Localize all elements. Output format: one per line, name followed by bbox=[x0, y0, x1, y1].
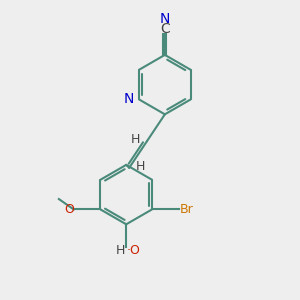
Text: N: N bbox=[123, 92, 134, 106]
Text: H: H bbox=[116, 244, 125, 257]
Text: C: C bbox=[160, 22, 170, 36]
Text: O: O bbox=[64, 203, 74, 216]
Text: H: H bbox=[131, 133, 140, 146]
Text: H: H bbox=[136, 160, 145, 173]
Text: ·O: ·O bbox=[126, 244, 140, 257]
Text: N: N bbox=[160, 12, 170, 26]
Text: Br: Br bbox=[180, 203, 194, 216]
